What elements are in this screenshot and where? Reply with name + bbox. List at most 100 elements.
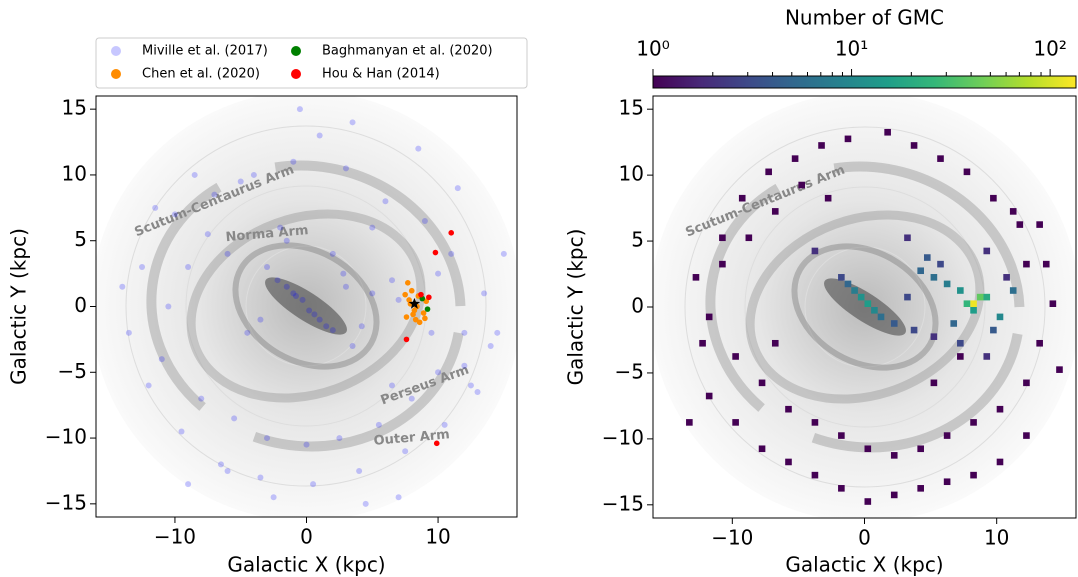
point bbox=[395, 296, 402, 303]
heatmap-cell bbox=[943, 478, 951, 486]
point bbox=[257, 474, 264, 481]
legend-label: Hou & Han (2014) bbox=[322, 67, 440, 82]
y-tick-label: 0 bbox=[74, 293, 87, 317]
heatmap-cell bbox=[864, 445, 872, 453]
point bbox=[416, 319, 423, 326]
colorbar-tick-label: 10² bbox=[1033, 37, 1066, 61]
point bbox=[283, 283, 290, 290]
point bbox=[171, 211, 178, 218]
point bbox=[292, 292, 299, 299]
point bbox=[461, 329, 468, 336]
x-axis-label: Galactic X (kpc) bbox=[785, 553, 943, 577]
point bbox=[290, 158, 297, 165]
point bbox=[356, 467, 363, 474]
legend-marker bbox=[291, 46, 301, 56]
heatmap-cell bbox=[771, 208, 779, 215]
point bbox=[198, 395, 205, 402]
point bbox=[402, 291, 408, 298]
point bbox=[139, 264, 146, 271]
point bbox=[422, 315, 428, 322]
legend: Miville et al. (2017) Chen et al. (2020) B… bbox=[95, 37, 528, 89]
arm-label: Norma Arm bbox=[225, 223, 309, 245]
y-axis-label: Galactic Y (kpc) bbox=[564, 229, 588, 386]
heatmap-cell bbox=[791, 155, 799, 162]
arm-label: Outer Arm bbox=[373, 427, 450, 449]
x-tick-label: 10 bbox=[984, 526, 1009, 550]
point bbox=[435, 369, 442, 376]
point bbox=[405, 280, 411, 286]
heatmap-cell bbox=[1042, 260, 1050, 268]
heatmap-cell bbox=[1023, 260, 1030, 268]
point bbox=[158, 356, 165, 363]
point bbox=[329, 327, 336, 334]
point bbox=[410, 311, 416, 318]
heatmap-cell bbox=[1009, 287, 1017, 294]
heatmap-cell bbox=[765, 168, 772, 176]
point bbox=[420, 310, 427, 316]
heatmap-cell bbox=[705, 313, 713, 321]
point bbox=[432, 249, 439, 256]
point bbox=[283, 237, 290, 244]
heatmap-cell bbox=[844, 135, 852, 143]
heatmap-cell bbox=[1009, 208, 1017, 215]
point bbox=[290, 290, 297, 297]
point bbox=[412, 316, 419, 323]
heatmap-cell bbox=[1036, 221, 1043, 228]
heatmap-cell bbox=[930, 333, 938, 340]
y-tick-label: −5 bbox=[615, 359, 644, 383]
point bbox=[349, 342, 356, 349]
colorbar bbox=[652, 75, 1077, 89]
x-tick-label: 0 bbox=[300, 525, 313, 549]
point bbox=[403, 336, 410, 343]
point bbox=[217, 461, 224, 468]
heatmap-cell bbox=[963, 300, 971, 307]
colorbar-tick-label: 10⁰ bbox=[636, 37, 669, 61]
point bbox=[306, 307, 313, 314]
heatmap-cell bbox=[838, 485, 845, 492]
heatmap-cell bbox=[758, 445, 766, 453]
heatmap-cell bbox=[976, 293, 984, 301]
y-tick-label: 0 bbox=[631, 294, 644, 318]
legend-marker bbox=[111, 46, 121, 56]
galaxy-background bbox=[650, 92, 1078, 522]
y-tick-label: 15 bbox=[62, 96, 87, 120]
heatmap-cell bbox=[1023, 432, 1030, 439]
point bbox=[296, 106, 303, 113]
x-axis-label: Galactic X (kpc) bbox=[227, 553, 385, 577]
point bbox=[358, 323, 365, 330]
y-tick-label: −15 bbox=[45, 490, 87, 514]
y-axis-label: Galactic Y (kpc) bbox=[7, 228, 31, 385]
heatmap-cell bbox=[957, 353, 964, 360]
point bbox=[211, 191, 218, 198]
heatmap-cell bbox=[705, 392, 713, 400]
heatmap-cell bbox=[930, 274, 938, 281]
point bbox=[369, 290, 376, 297]
point bbox=[311, 311, 318, 318]
point bbox=[474, 389, 481, 396]
y-tick-label: −5 bbox=[58, 359, 87, 383]
point bbox=[316, 132, 323, 139]
point bbox=[467, 382, 474, 389]
point bbox=[461, 362, 468, 369]
heatmap-cell bbox=[943, 280, 951, 288]
point bbox=[224, 250, 231, 257]
point bbox=[362, 500, 369, 507]
point bbox=[310, 481, 317, 488]
x-tick-label: 10 bbox=[425, 525, 450, 549]
heatmap-cell bbox=[996, 458, 1004, 466]
heatmap-cell bbox=[917, 445, 924, 453]
point bbox=[448, 250, 455, 257]
heatmap-cell bbox=[838, 274, 845, 281]
y-tick-label: 5 bbox=[74, 227, 87, 251]
point bbox=[165, 303, 172, 310]
point bbox=[257, 316, 264, 323]
point bbox=[349, 119, 356, 126]
point bbox=[274, 277, 281, 284]
point bbox=[403, 314, 410, 320]
heatmap-cell bbox=[917, 267, 924, 275]
heatmap-cell bbox=[719, 234, 726, 242]
heatmap-cell bbox=[811, 471, 819, 479]
x-tick-label: −10 bbox=[711, 526, 753, 550]
heatmap-cell bbox=[877, 313, 885, 321]
heatmap-cell bbox=[904, 234, 911, 242]
